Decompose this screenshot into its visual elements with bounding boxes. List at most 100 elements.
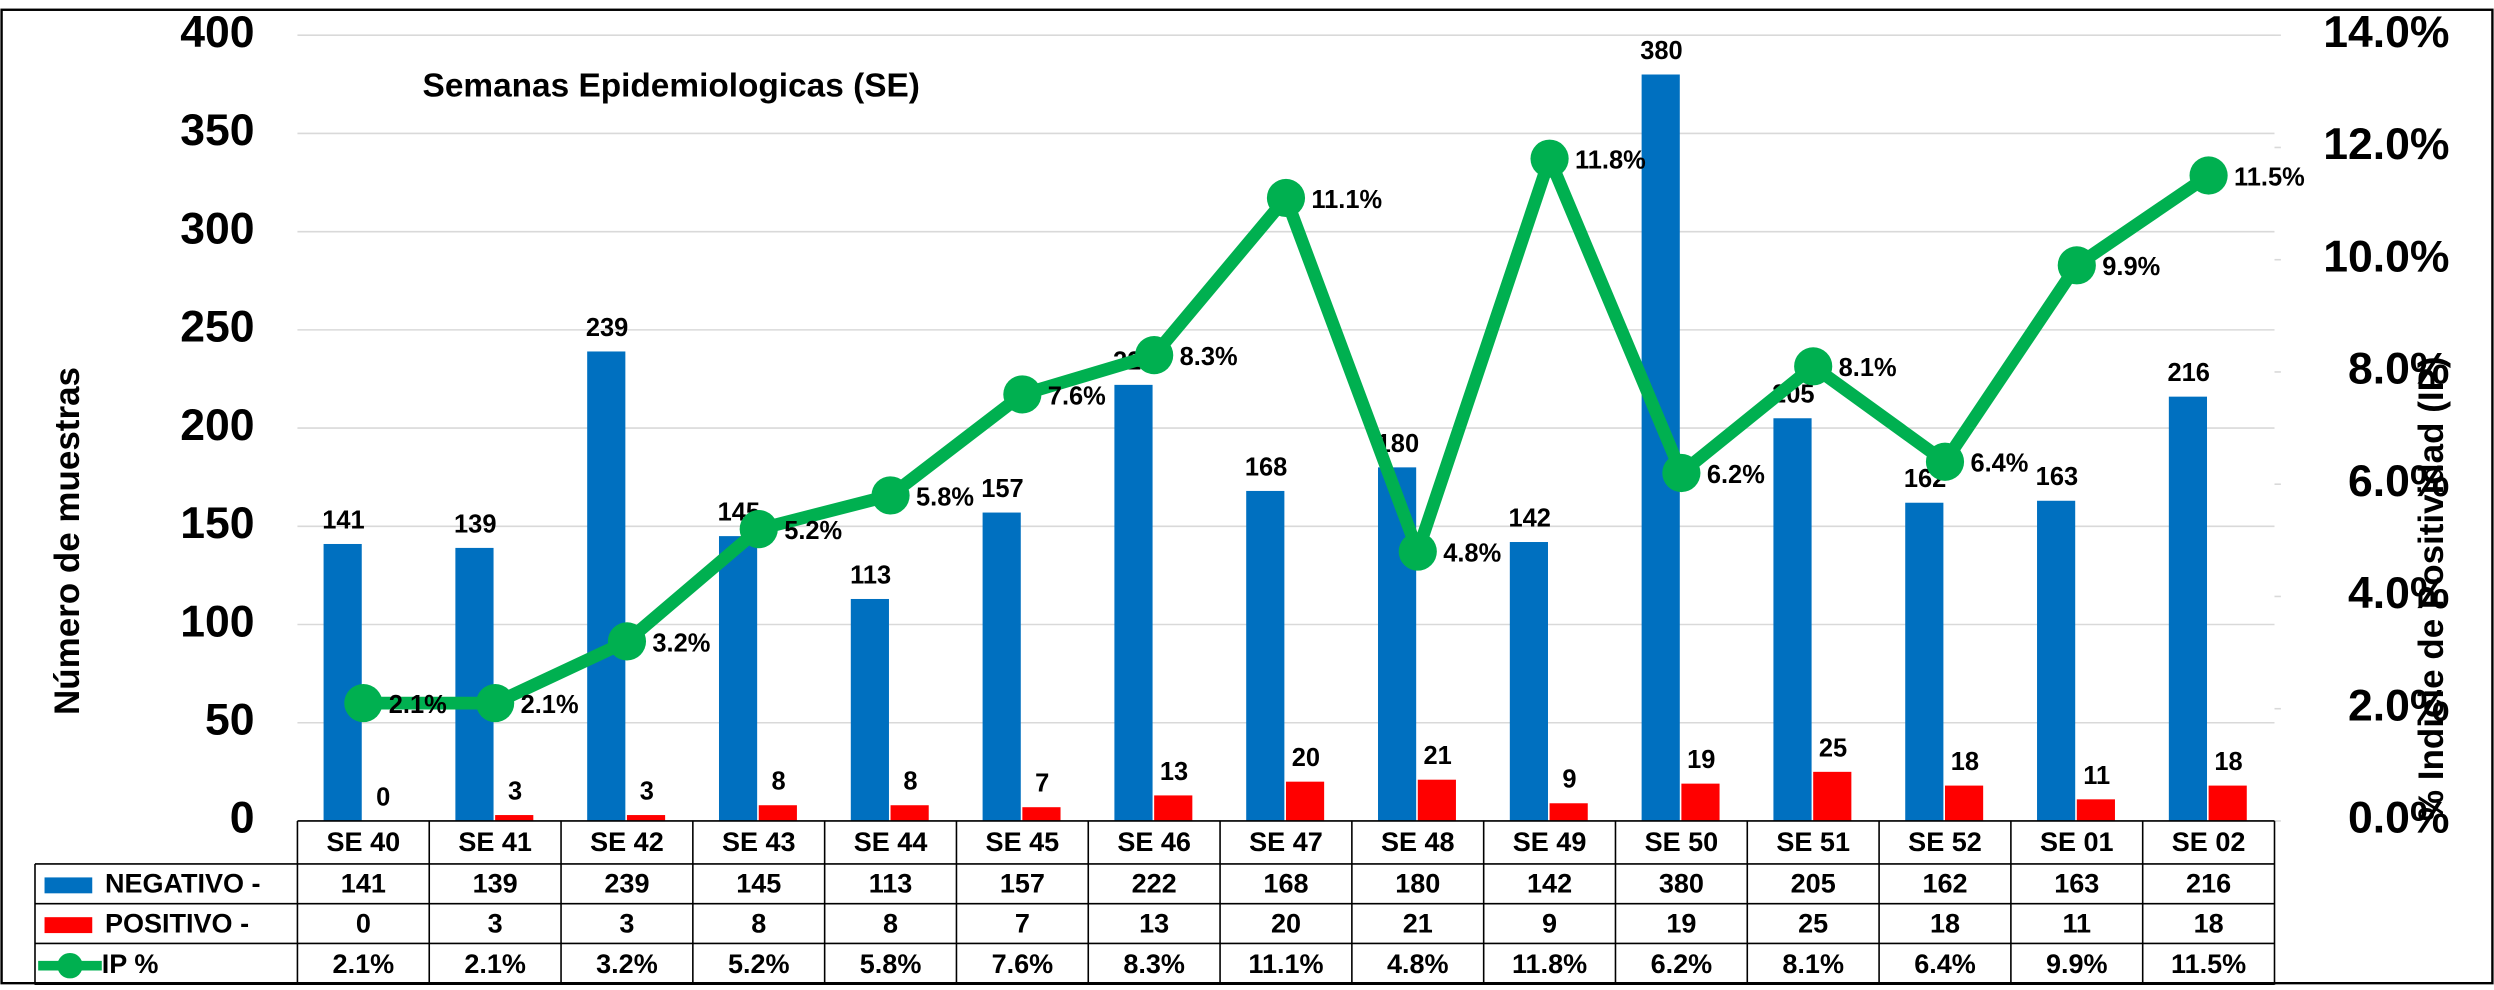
data-label: 11.1% xyxy=(1311,186,1382,214)
table-cell: 7.6% xyxy=(992,949,1054,979)
y2-tick-label: 12.0% xyxy=(2323,120,2449,169)
marker xyxy=(1398,532,1437,571)
data-label: 142 xyxy=(1508,504,1550,532)
table-cell: 18 xyxy=(2194,908,2224,938)
marker xyxy=(344,684,383,723)
y-tick-label: 200 xyxy=(180,401,254,450)
x-tick-label: SE 47 xyxy=(1249,827,1323,857)
data-label: 8.1% xyxy=(1839,354,1897,382)
table-cell: 157 xyxy=(1000,869,1045,899)
data-label: 18 xyxy=(1951,748,1979,776)
table-cell: 2.1% xyxy=(333,949,395,979)
data-label: 139 xyxy=(454,510,496,538)
bar xyxy=(1773,418,1812,821)
data-label: 141 xyxy=(322,506,364,534)
legend-swatch xyxy=(57,952,83,979)
table-cell: 6.4% xyxy=(1914,949,1976,979)
marker xyxy=(1530,139,1569,178)
x-tick-label: SE 42 xyxy=(590,827,664,857)
table-cell: 7 xyxy=(1015,908,1030,938)
bar xyxy=(587,351,626,821)
data-label: 20 xyxy=(1292,744,1320,772)
table-cell: 163 xyxy=(2054,869,2099,899)
table-cell: 142 xyxy=(1527,869,1572,899)
bar xyxy=(1114,384,1153,821)
table-cell: 162 xyxy=(1922,869,1967,899)
marker xyxy=(1662,453,1701,493)
bar xyxy=(1285,781,1325,821)
table-cell: 9 xyxy=(1542,908,1557,938)
y2-axis-title: % Indicie de Positividad (IP) xyxy=(2412,356,2451,821)
x-tick-label: SE 43 xyxy=(722,827,796,857)
bar xyxy=(2076,799,2115,821)
y-tick-label: 300 xyxy=(180,204,254,253)
table-cell: 13 xyxy=(1139,908,1169,938)
marker xyxy=(607,622,647,661)
data-label: 5.2% xyxy=(784,517,842,545)
bar xyxy=(1813,771,1852,821)
marker xyxy=(1135,336,1174,375)
table-cell: 8 xyxy=(883,908,898,938)
table-cell: 8.3% xyxy=(1123,949,1185,979)
table-cell: 6.2% xyxy=(1651,949,1713,979)
table-cell: 20 xyxy=(1271,908,1301,938)
data-label: 9.9% xyxy=(2102,253,2160,281)
legend-label: POSITIVO - xyxy=(105,908,249,938)
data-label: 157 xyxy=(981,475,1023,503)
x-tick-label: SE 49 xyxy=(1513,827,1587,857)
data-label: 3 xyxy=(508,778,522,806)
y2-tick-label: 14.0% xyxy=(2323,8,2449,57)
y-tick-label: 150 xyxy=(180,499,254,548)
legend-label: IP % xyxy=(102,949,159,979)
table-cell: 8.1% xyxy=(1782,949,1844,979)
x-tick-label: SE 48 xyxy=(1381,827,1455,857)
y2-tick-label: 8.0% xyxy=(2348,345,2449,394)
data-label: 113 xyxy=(850,561,891,589)
table-cell: 141 xyxy=(341,869,386,899)
table-cell: 5.8% xyxy=(860,949,922,979)
table-cell: 5.2% xyxy=(728,949,790,979)
marker xyxy=(1925,442,1965,481)
table-cell: 2.1% xyxy=(464,949,526,979)
x-tick-label: SE 40 xyxy=(327,827,401,857)
data-label: 11.8% xyxy=(1575,147,1646,175)
y-tick-label: 400 xyxy=(180,8,254,57)
data-label: 8 xyxy=(903,768,917,796)
data-label: 168 xyxy=(1245,453,1287,481)
bar xyxy=(1417,779,1456,821)
data-label: 8.3% xyxy=(1180,343,1238,371)
data-label: 5.8% xyxy=(916,483,974,511)
bar xyxy=(758,805,797,821)
y-tick-label: 50 xyxy=(205,695,255,744)
bar xyxy=(1549,803,1588,821)
x-tick-label: SE 44 xyxy=(854,827,928,857)
y2-tick-label: 4.0% xyxy=(2348,569,2449,618)
data-label: 3.2% xyxy=(652,629,710,657)
x-tick-label: SE 01 xyxy=(2040,827,2114,857)
data-label: 13 xyxy=(1160,758,1188,786)
marker xyxy=(871,476,910,515)
data-label: 0 xyxy=(376,783,390,811)
table-cell: 3 xyxy=(488,908,503,938)
y2-tick-label: 10.0% xyxy=(2323,232,2449,281)
data-label: 216 xyxy=(2167,359,2209,387)
data-label: 2.1% xyxy=(389,691,447,719)
data-label: 25 xyxy=(1819,734,1847,762)
data-label: 7.6% xyxy=(1048,382,1106,410)
data-label: 8 xyxy=(772,768,786,796)
table-cell: 180 xyxy=(1395,869,1440,899)
x-tick-label: SE 52 xyxy=(1908,827,1982,857)
data-label: 18 xyxy=(2214,748,2242,776)
table-cell: 380 xyxy=(1659,869,1704,899)
x-tick-label: SE 46 xyxy=(1117,827,1191,857)
legend-swatch xyxy=(44,917,93,934)
chart-title: Semanas Epidemiologicas (SE) xyxy=(423,68,920,105)
table-cell: 11.1% xyxy=(1248,949,1323,979)
bar xyxy=(850,598,889,821)
bar xyxy=(1022,807,1061,821)
y-axis-title: Número de muestras xyxy=(48,367,87,715)
table-cell: 11 xyxy=(2063,908,2092,938)
table-cell: 139 xyxy=(473,869,518,899)
data-label: 6.4% xyxy=(1970,450,2028,478)
